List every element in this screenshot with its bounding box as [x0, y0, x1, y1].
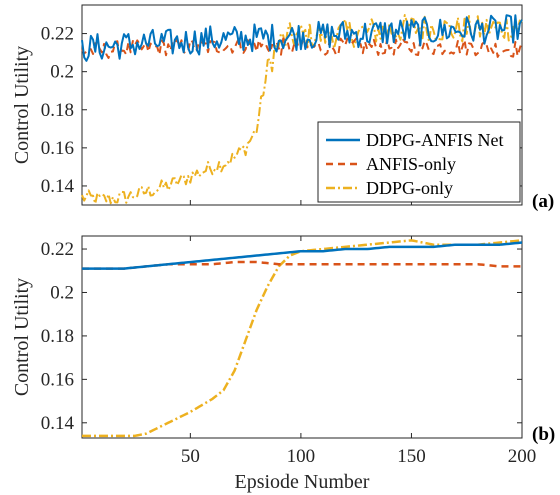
- panel-b-line-ddpg-anfis: [82, 241, 523, 270]
- panel-b-label: (b): [532, 424, 555, 445]
- panel-b-ytick-label: 0.2: [50, 282, 74, 303]
- panel-a-label: (a): [532, 191, 554, 212]
- legend-label-ddpg-only: DDPG-only: [366, 178, 453, 198]
- panel-b-xtick-label: 200: [508, 446, 537, 467]
- legend-label-ddpg-anfis: DDPG-ANFIS Net: [366, 130, 504, 150]
- panel-a-y-ticks: 0.14 0.16 0.18 0.2 0.22: [41, 24, 523, 205]
- panel-b-axis-ticks: 0.14 0.16 0.18 0.2 0.22 50 100 150 200: [41, 236, 537, 467]
- legend: DDPG-ANFIS Net ANFIS-only DDPG-only: [317, 121, 521, 203]
- legend-label-anfis-only: ANFIS-only: [366, 154, 456, 174]
- panel-b-xtick-label: 150: [397, 446, 426, 467]
- panel-a-ytick-label: 0.16: [41, 138, 74, 159]
- panel-a-ytick-label: 0.22: [41, 24, 74, 45]
- panel-b-ytick-label: 0.18: [41, 326, 74, 347]
- panel-b: 0.14 0.16 0.18 0.2 0.22 50 100 150 200 Control U…: [11, 235, 555, 493]
- panel-a-ytick-label: 0.2: [50, 62, 74, 83]
- panel-a-y-axis-label: Control Utility: [11, 46, 33, 164]
- panel-b-ytick-label: 0.14: [41, 413, 75, 434]
- x-axis-label: Epsiode Number: [235, 471, 370, 493]
- panel-b-xtick-label: 100: [287, 446, 316, 467]
- panel-b-xtick-label: 50: [181, 446, 200, 467]
- panel-b-y-axis-label: Control Utility: [11, 278, 33, 396]
- panel-b-plot-area: [81, 235, 523, 439]
- panel-b-ytick-label: 0.16: [41, 369, 74, 390]
- panel-b-ytick-label: 0.22: [41, 239, 74, 260]
- panel-a-series-lines: [81, 14, 523, 205]
- panel-b-series-lines: [82, 239, 523, 438]
- panel-a-ytick-label: 0.18: [41, 100, 74, 121]
- panel-a-line-ddpg-anfis: [81, 14, 523, 62]
- panel-a: 0.140.160.180.20.22 Control Utility (a) …: [11, 4, 554, 212]
- panel-a-ytick-label: 0.14: [41, 176, 75, 197]
